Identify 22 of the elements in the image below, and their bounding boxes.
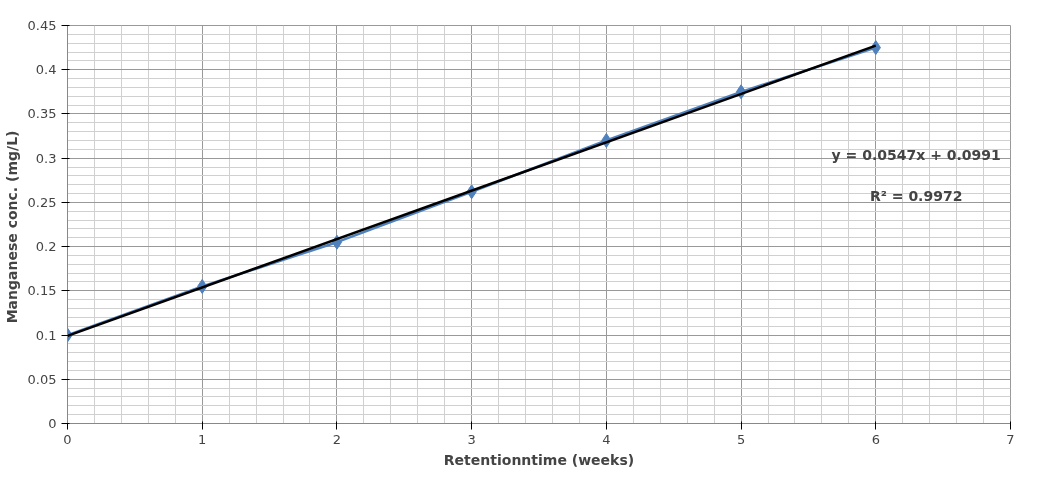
- y-tick-label: 0.25: [27, 194, 57, 210]
- x-tick-label: 3: [467, 431, 476, 447]
- x-tick-label: 5: [736, 431, 746, 447]
- y-tick-label: 0.3: [35, 150, 57, 166]
- y-tick-label: 0.35: [27, 106, 57, 122]
- y-tick-label: 0: [48, 416, 57, 431]
- x-axis-title: Retentionntime (weeks): [443, 451, 635, 468]
- y-tick-label: 0.4: [35, 62, 57, 78]
- x-tick-label: 0: [63, 431, 72, 447]
- y-tick-label: 0.45: [27, 18, 57, 33]
- y-tick-label: 0.1: [35, 327, 57, 343]
- annotation: y = 0.0547x + 0.0991: [831, 146, 1001, 163]
- x-tick-label: 7: [1006, 431, 1015, 447]
- x-tick-label: 6: [871, 431, 880, 447]
- y-axis-title: Manganese conc. (mg/L): [3, 130, 20, 324]
- x-tick-label: 1: [198, 431, 207, 447]
- x-tick-label: 2: [332, 431, 342, 447]
- y-tick-label: 0.2: [35, 239, 57, 255]
- x-tick-label: 4: [602, 431, 611, 447]
- y-tick-label: 0.05: [27, 371, 57, 387]
- annotation: R² = 0.9972: [869, 188, 963, 205]
- y-tick-label: 0.15: [27, 283, 57, 299]
